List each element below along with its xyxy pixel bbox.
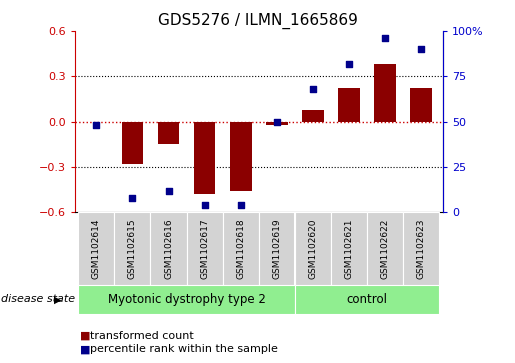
Bar: [302, 110, 324, 122]
Point: [273, 119, 281, 125]
Text: percentile rank within the sample: percentile rank within the sample: [90, 344, 278, 354]
Text: GDS5276 / ILMN_1665869: GDS5276 / ILMN_1665869: [158, 13, 357, 29]
FancyBboxPatch shape: [259, 212, 295, 285]
Text: GSM1102614: GSM1102614: [92, 218, 101, 279]
Text: GSM1102620: GSM1102620: [308, 218, 317, 279]
FancyBboxPatch shape: [150, 212, 186, 285]
FancyBboxPatch shape: [78, 285, 295, 314]
Text: GSM1102619: GSM1102619: [272, 218, 281, 279]
FancyBboxPatch shape: [186, 212, 222, 285]
Bar: [194, 122, 215, 194]
FancyBboxPatch shape: [222, 212, 259, 285]
Bar: [230, 122, 251, 191]
Text: GSM1102616: GSM1102616: [164, 218, 173, 279]
FancyBboxPatch shape: [114, 212, 150, 285]
Text: GSM1102615: GSM1102615: [128, 218, 137, 279]
Point: [92, 122, 100, 128]
Text: GSM1102621: GSM1102621: [345, 218, 353, 279]
Text: Myotonic dystrophy type 2: Myotonic dystrophy type 2: [108, 293, 266, 306]
Bar: [338, 88, 360, 122]
FancyBboxPatch shape: [331, 212, 367, 285]
Bar: [374, 64, 396, 122]
Text: GSM1102618: GSM1102618: [236, 218, 245, 279]
Text: disease state: disease state: [1, 294, 75, 305]
Text: GSM1102617: GSM1102617: [200, 218, 209, 279]
Point: [164, 188, 173, 193]
FancyBboxPatch shape: [295, 285, 439, 314]
Bar: [158, 122, 179, 144]
Text: GSM1102622: GSM1102622: [381, 218, 390, 278]
Text: control: control: [347, 293, 388, 306]
Point: [128, 195, 136, 201]
FancyBboxPatch shape: [295, 212, 331, 285]
Point: [381, 35, 389, 41]
Text: ▶: ▶: [54, 294, 61, 305]
FancyBboxPatch shape: [403, 212, 439, 285]
Text: GSM1102623: GSM1102623: [417, 218, 426, 279]
Point: [309, 86, 317, 92]
Bar: [266, 122, 288, 125]
FancyBboxPatch shape: [367, 212, 403, 285]
FancyBboxPatch shape: [78, 212, 114, 285]
Bar: [122, 122, 143, 164]
Point: [417, 46, 425, 52]
Text: ■: ■: [80, 344, 90, 354]
Point: [345, 61, 353, 66]
Point: [236, 202, 245, 208]
Bar: [410, 88, 432, 122]
Text: transformed count: transformed count: [90, 331, 194, 341]
Point: [200, 202, 209, 208]
Text: ■: ■: [80, 331, 90, 341]
